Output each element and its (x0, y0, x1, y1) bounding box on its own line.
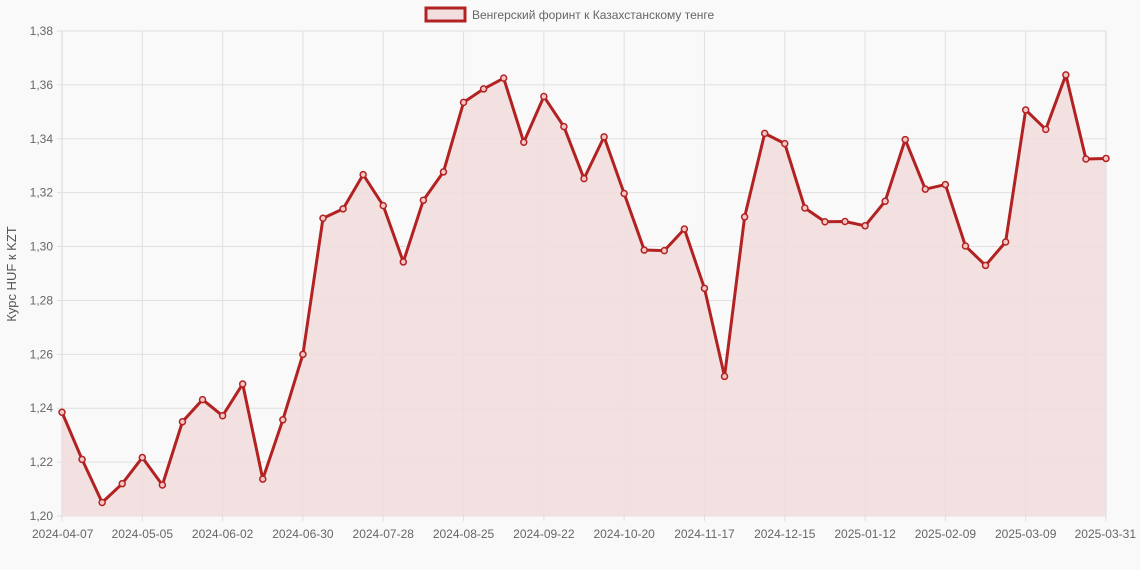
data-point[interactable] (520, 138, 528, 147)
y-axis-title: Курс HUF к KZT (4, 226, 19, 322)
data-point[interactable] (299, 350, 307, 359)
x-tick-label: 2025-02-09 (915, 527, 977, 541)
legend[interactable]: Венгерский форинт к Казахстанскому тенге (424, 6, 715, 23)
data-point[interactable] (238, 380, 247, 388)
y-tick-label: 1,30 (30, 240, 54, 254)
x-tick-label: 2024-07-28 (353, 527, 415, 541)
data-point[interactable] (1001, 238, 1010, 246)
y-tick-label: 1,36 (30, 78, 54, 92)
data-point[interactable] (700, 284, 709, 293)
data-point[interactable] (560, 122, 568, 131)
y-tick-label: 1,38 (30, 24, 54, 38)
x-tick-label: 2024-10-20 (593, 527, 655, 541)
x-tick-label: 2024-06-02 (192, 527, 254, 541)
area-fill (62, 74, 1106, 517)
data-point[interactable] (921, 185, 930, 193)
x-tick-label: 2024-08-25 (433, 527, 495, 541)
y-tick-label: 1,28 (30, 293, 54, 307)
data-point[interactable] (1062, 71, 1070, 79)
data-point[interactable] (118, 479, 126, 488)
data-point[interactable] (620, 189, 628, 198)
data-point[interactable] (359, 170, 367, 179)
x-tick-label: 2025-03-09 (995, 527, 1057, 541)
data-point[interactable] (781, 139, 789, 148)
y-tick-label: 1,24 (30, 401, 54, 415)
x-tick-label: 2024-06-30 (272, 527, 334, 541)
data-point[interactable] (58, 408, 66, 417)
data-point[interactable] (640, 246, 648, 254)
data-point[interactable] (259, 475, 267, 483)
data-point[interactable] (961, 242, 970, 250)
data-point[interactable] (720, 372, 729, 381)
data-point[interactable] (1082, 155, 1090, 163)
y-tick-label: 1,32 (30, 186, 54, 200)
data-point[interactable] (1042, 125, 1050, 134)
legend-swatch[interactable] (424, 6, 467, 23)
data-point[interactable] (98, 498, 106, 507)
data-point[interactable] (439, 168, 448, 176)
x-tick-label: 2024-11-17 (674, 527, 735, 541)
x-tick-label: 2024-12-15 (754, 527, 816, 541)
data-point[interactable] (981, 261, 990, 270)
x-tick-label: 2024-09-22 (513, 527, 575, 541)
data-point[interactable] (339, 205, 347, 213)
data-point[interactable] (399, 258, 408, 266)
data-point[interactable] (680, 225, 689, 233)
x-tick-label: 2025-03-31 (1075, 527, 1137, 541)
data-point[interactable] (1021, 106, 1030, 114)
data-point[interactable] (760, 129, 769, 138)
data-points (58, 71, 1110, 507)
data-point[interactable] (861, 222, 869, 230)
x-axis-ticks: 2024-04-07 2024-05-05 2024-06-02 2024-06-30… (32, 527, 1136, 541)
y-tick-label: 1,26 (30, 347, 54, 361)
data-point[interactable] (941, 180, 950, 189)
data-point[interactable] (218, 412, 227, 420)
data-point[interactable] (740, 213, 749, 221)
data-point[interactable] (841, 217, 849, 226)
data-point[interactable] (459, 98, 468, 107)
y-axis-ticks: 1,20 1,22 1,24 1,26 1,28 1,30 1,32 1,34 1,36 1,38 (30, 24, 54, 523)
data-point[interactable] (881, 197, 889, 206)
data-point[interactable] (479, 85, 488, 93)
data-point[interactable] (499, 74, 508, 82)
y-tick-label: 1,34 (30, 132, 54, 146)
data-point[interactable] (600, 133, 608, 141)
data-point[interactable] (580, 174, 588, 183)
x-tick-label: 2024-05-05 (112, 527, 174, 541)
data-point[interactable] (138, 453, 147, 462)
data-point[interactable] (821, 218, 829, 226)
legend-label[interactable]: Венгерский форинт к Казахстанскому тенге (472, 8, 715, 22)
data-point[interactable] (801, 204, 809, 212)
data-point[interactable] (78, 455, 86, 464)
y-tick-label: 1,22 (30, 455, 54, 469)
x-tick-label: 2025-01-12 (834, 527, 896, 541)
data-point[interactable] (540, 92, 548, 101)
data-point[interactable] (279, 416, 287, 424)
data-point[interactable] (158, 481, 167, 489)
data-point[interactable] (178, 417, 187, 426)
y-tick-label: 1,20 (30, 509, 54, 523)
data-point[interactable] (198, 395, 207, 404)
data-point[interactable] (419, 196, 428, 204)
data-point[interactable] (319, 214, 327, 223)
data-point[interactable] (660, 246, 669, 255)
data-point[interactable] (379, 201, 387, 210)
data-point[interactable] (1102, 154, 1110, 163)
data-point[interactable] (901, 135, 909, 144)
x-tick-label: 2024-04-07 (32, 527, 94, 541)
